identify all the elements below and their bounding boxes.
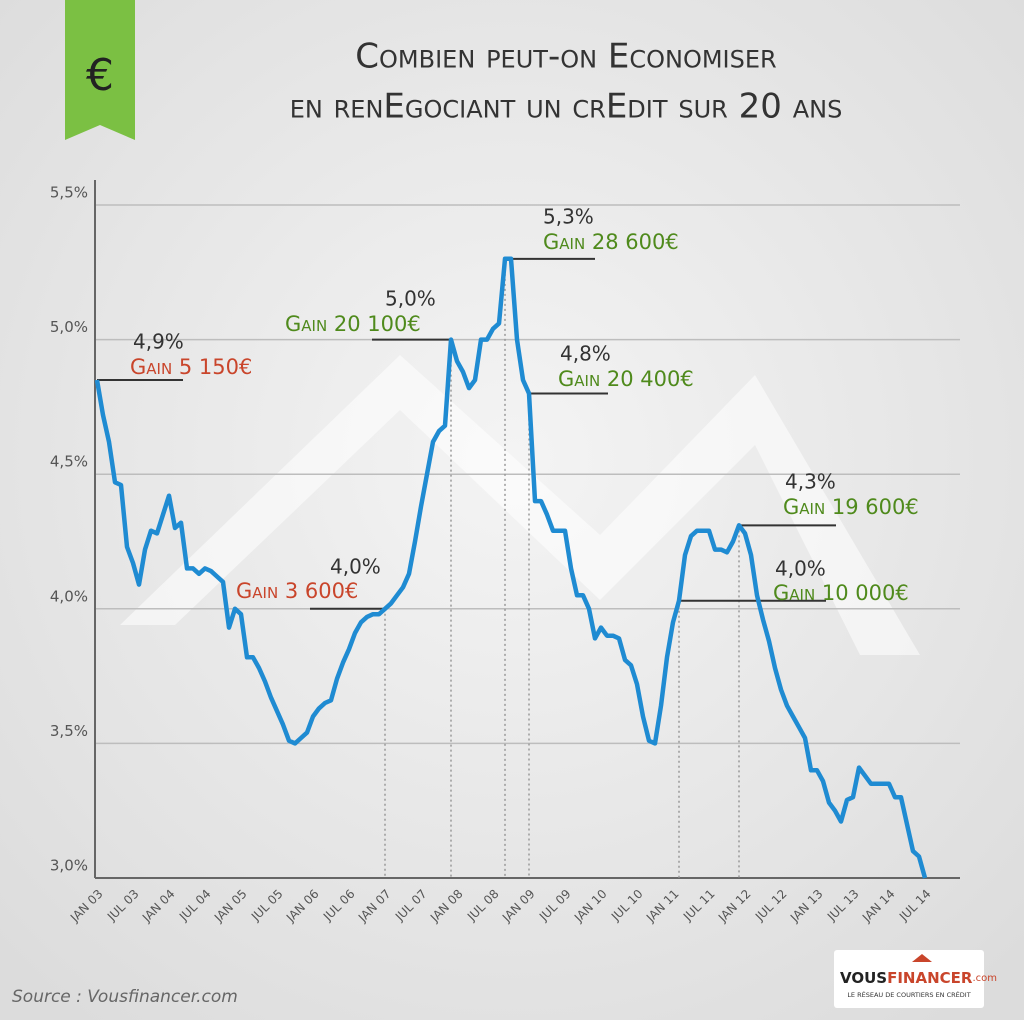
y-tick-label: 3,0% — [50, 857, 88, 875]
annotation-gain: Gain 5 150€ — [130, 355, 252, 379]
logo-box — [834, 950, 984, 1008]
annotation-rate: 4,8% — [560, 342, 611, 366]
annotation-gain: Gain 20 400€ — [558, 367, 694, 391]
annotation-rate: 5,3% — [543, 205, 594, 229]
logo-roof — [912, 954, 932, 962]
banner — [65, 0, 135, 140]
source: Source : Vousfinancer.com — [12, 987, 238, 1007]
y-tick-label: 3,5% — [50, 722, 88, 740]
title-line: en renEgociant un crEdit sur 20 ans — [290, 87, 843, 127]
annotation-rate: 4,9% — [133, 330, 184, 354]
annotation-rate: 4,0% — [775, 557, 826, 581]
y-tick-label: 5,0% — [50, 318, 88, 336]
banner-icon: € — [86, 50, 114, 101]
annotation-gain: Gain 10 000€ — [773, 581, 909, 605]
y-tick-label: 4,0% — [50, 587, 88, 605]
logo-part: .com — [972, 973, 997, 984]
logo-part: VOUS — [840, 969, 887, 987]
annotation-rate: 4,3% — [785, 470, 836, 494]
series-line — [94, 256, 928, 879]
title-line: Combien peut-on Economiser — [355, 37, 776, 77]
logo-text: VOUSFINANCER.com — [840, 969, 997, 987]
annotation-rate: 5,0% — [385, 287, 436, 311]
y-tick-label: 4,5% — [50, 453, 88, 471]
annotation-gain: Gain 3 600€ — [236, 579, 358, 603]
annotation-rate: 4,0% — [330, 555, 381, 579]
annotation-gain: Gain 20 100€ — [285, 312, 421, 336]
annotation-gain: Gain 19 600€ — [783, 495, 919, 519]
annotation-gain: Gain 28 600€ — [543, 230, 679, 254]
logo-tagline: LE RÉSEAU DE COURTIERS EN CRÉDIT — [847, 990, 970, 999]
house-shape — [120, 355, 920, 655]
logo-part: FINANCER — [887, 969, 973, 987]
y-tick-label: 5,5% — [50, 184, 88, 202]
